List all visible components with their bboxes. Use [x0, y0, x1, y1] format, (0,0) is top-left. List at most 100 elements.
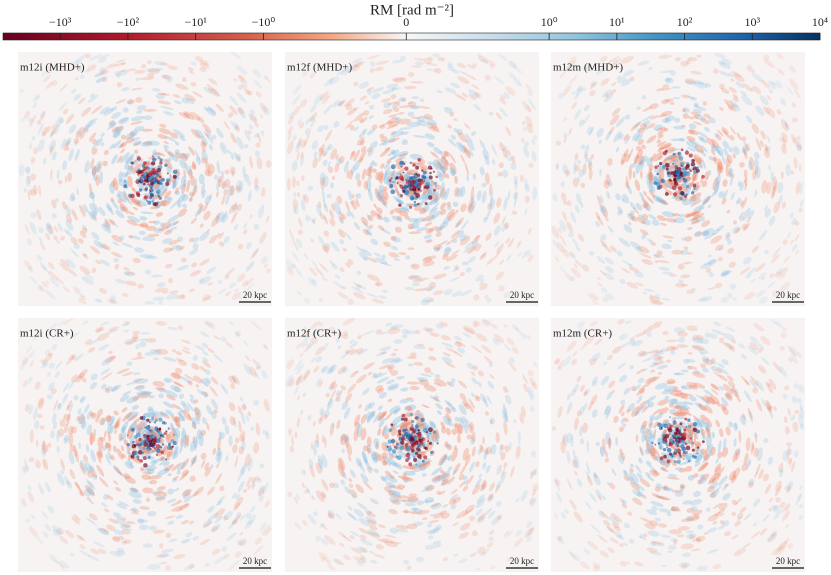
rm-texture — [295, 238, 303, 249]
rm-texture — [188, 146, 196, 156]
rm-texture — [186, 98, 195, 105]
rm-texture — [416, 120, 430, 127]
rm-texture — [87, 210, 94, 221]
rm-texture — [118, 117, 130, 125]
rm-texture — [98, 67, 107, 73]
rm-texture — [427, 119, 437, 126]
rm-texture — [234, 125, 241, 132]
rm-texture — [435, 190, 439, 199]
rm-core — [400, 165, 403, 168]
rm-texture — [191, 163, 197, 170]
rm-texture — [400, 180, 405, 185]
rm-core — [150, 181, 154, 186]
rm-texture — [432, 193, 441, 205]
colorbar-tick-label: −10³ — [49, 15, 72, 29]
rm-texture — [298, 217, 303, 228]
rm-texture — [764, 208, 772, 218]
rm-texture — [68, 148, 74, 162]
rm-texture — [37, 139, 45, 152]
rm-core — [140, 178, 144, 182]
rm-core — [417, 429, 420, 432]
rm-texture — [331, 263, 338, 270]
rm-texture — [190, 217, 197, 225]
rm-texture — [777, 68, 785, 76]
rm-core — [678, 167, 681, 170]
rm-texture — [111, 154, 118, 165]
rm-texture — [329, 218, 336, 227]
rm-texture — [443, 151, 449, 157]
rm-core — [398, 432, 402, 436]
rm-texture — [91, 196, 95, 203]
rm-texture — [694, 156, 702, 169]
colorbar-tick-label: 10³ — [744, 15, 760, 29]
rm-texture — [667, 155, 680, 160]
rm-texture — [189, 193, 194, 202]
rm-texture — [128, 211, 135, 216]
rm-core — [155, 448, 161, 454]
rm-texture — [346, 211, 352, 217]
rm-texture — [100, 132, 105, 137]
rm-core — [414, 451, 419, 455]
rm-core — [400, 417, 405, 421]
rm-core — [421, 169, 424, 172]
rm-texture — [513, 192, 517, 200]
rm-texture — [644, 205, 651, 212]
rm-texture — [389, 209, 395, 215]
rm-texture — [442, 254, 449, 261]
rm-texture — [36, 284, 44, 292]
rm-texture — [444, 246, 451, 253]
rm-texture — [364, 101, 370, 105]
rm-core — [136, 455, 140, 459]
rm-texture — [337, 101, 344, 107]
rm-texture — [28, 266, 34, 273]
rm-texture — [183, 169, 186, 179]
rm-texture — [154, 287, 169, 293]
rm-texture — [726, 233, 731, 238]
rm-texture — [765, 145, 771, 151]
rm-texture — [241, 85, 251, 96]
rm-texture — [456, 62, 467, 69]
rm-core — [153, 179, 158, 184]
rm-texture — [395, 198, 404, 205]
rm-texture — [331, 175, 336, 181]
rm-texture — [217, 288, 227, 295]
rm-texture — [310, 119, 316, 128]
rm-texture — [374, 188, 382, 202]
rm-texture — [190, 175, 196, 187]
rm-texture — [189, 248, 198, 256]
rm-texture — [456, 141, 466, 153]
rm-texture — [300, 99, 308, 108]
rm-texture — [79, 295, 86, 301]
rm-texture — [733, 73, 745, 83]
rm-texture — [169, 248, 174, 252]
rm-texture — [514, 190, 518, 202]
rm-texture — [370, 210, 377, 217]
rm-texture — [457, 131, 468, 143]
rm-texture — [59, 83, 68, 92]
rm-texture — [24, 110, 31, 120]
rm-texture — [99, 171, 104, 184]
rm-texture — [91, 267, 97, 273]
rm-texture — [428, 226, 439, 232]
rm-texture — [204, 195, 211, 205]
rm-texture — [379, 139, 389, 147]
rm-texture — [466, 64, 475, 69]
rm-texture — [207, 106, 217, 114]
rm-texture — [114, 125, 124, 133]
rm-core — [149, 189, 152, 193]
rm-core — [430, 450, 434, 455]
rm-core — [406, 452, 410, 455]
rm-texture — [205, 107, 216, 117]
rm-texture — [353, 149, 361, 162]
rm-texture — [408, 275, 422, 281]
rm-texture — [221, 210, 228, 222]
rm-texture — [41, 281, 49, 288]
rm-texture — [443, 289, 453, 296]
rm-texture — [474, 234, 480, 241]
rm-core — [396, 455, 402, 461]
rm-texture — [223, 188, 228, 196]
rm-texture — [237, 75, 245, 82]
rm-texture — [39, 262, 48, 271]
rm-core — [400, 194, 403, 198]
rm-texture — [384, 120, 393, 126]
